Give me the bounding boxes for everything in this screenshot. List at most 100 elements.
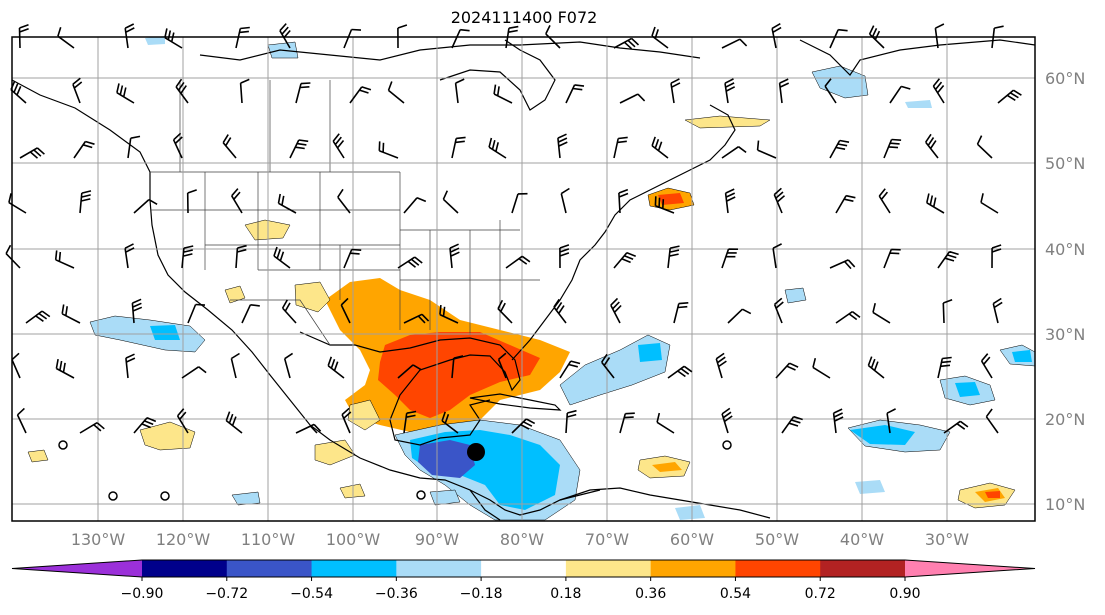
wind-barb bbox=[289, 139, 309, 159]
colorbar-tick-label: −0.90 bbox=[121, 586, 164, 602]
wind-barb bbox=[493, 84, 513, 104]
wind-barb bbox=[442, 190, 459, 214]
wind-barb bbox=[553, 298, 567, 324]
wind-barb bbox=[613, 136, 628, 159]
lon-label: 70°W bbox=[585, 530, 629, 549]
colorbar-segment bbox=[820, 560, 906, 577]
wind-barb bbox=[439, 305, 459, 324]
wind-barb bbox=[181, 366, 207, 379]
wind-barb bbox=[937, 250, 959, 269]
wind-barb bbox=[337, 188, 351, 214]
wind-barb bbox=[16, 407, 27, 434]
wind-barb bbox=[281, 299, 297, 324]
lon-label: 50°W bbox=[755, 530, 799, 549]
lon-label: 90°W bbox=[415, 530, 459, 549]
wind-barb bbox=[505, 25, 519, 49]
wind-barb bbox=[835, 310, 861, 324]
wind-barb bbox=[937, 356, 952, 379]
wind-barb bbox=[125, 353, 136, 379]
field-yellow-2 bbox=[347, 399, 381, 431]
field-darkblue-core bbox=[418, 440, 475, 478]
wind-barb bbox=[176, 408, 189, 434]
wind-barb bbox=[715, 352, 727, 379]
wind-barb bbox=[54, 250, 75, 269]
state-borders bbox=[12, 77, 540, 346]
lat-label: 30°N bbox=[1045, 325, 1085, 344]
field-blue-5 bbox=[1012, 350, 1032, 362]
field-yellow-5 bbox=[224, 285, 246, 304]
wind-barb bbox=[124, 23, 135, 49]
wind-barb bbox=[505, 255, 531, 269]
colorbar-tick-label: 0.90 bbox=[889, 586, 920, 602]
wind-barb bbox=[273, 246, 291, 269]
coast-atlantic bbox=[511, 104, 736, 361]
wind-barb bbox=[773, 297, 784, 324]
wind-barb bbox=[61, 304, 81, 324]
wind-barb bbox=[239, 78, 250, 104]
colorbar-segment bbox=[650, 560, 736, 577]
field-blue-6 bbox=[150, 325, 180, 340]
wind-barb bbox=[724, 188, 736, 214]
lon-label: 120°W bbox=[156, 530, 211, 549]
wind-barb bbox=[778, 78, 790, 104]
wind-barb bbox=[992, 297, 1003, 324]
colorbar-tick-label: 0.36 bbox=[635, 586, 666, 602]
lat-label: 40°N bbox=[1045, 240, 1085, 259]
wind-barb bbox=[133, 198, 158, 214]
wind-barb bbox=[497, 299, 513, 324]
field-lightblue-11 bbox=[429, 489, 461, 506]
calm-markers bbox=[58, 440, 732, 501]
wind-barb bbox=[942, 298, 953, 324]
wind-barb bbox=[773, 187, 786, 214]
wind-barb bbox=[231, 188, 243, 214]
wind-barb bbox=[332, 133, 345, 159]
wind-barb bbox=[991, 244, 1002, 269]
wind-barb bbox=[565, 84, 585, 104]
wind-barb bbox=[488, 137, 507, 159]
wind-barb bbox=[403, 410, 417, 434]
wind-barb bbox=[925, 133, 939, 159]
wind-barb bbox=[18, 24, 29, 49]
lon-label: 60°W bbox=[670, 530, 714, 549]
wind-barb bbox=[10, 80, 27, 104]
coast-gulf bbox=[299, 331, 521, 446]
field-blue-2 bbox=[850, 425, 915, 445]
wind-barb bbox=[451, 28, 470, 49]
wind-barb bbox=[340, 297, 351, 324]
field-lightblue-10 bbox=[231, 491, 261, 506]
wind-barb bbox=[397, 364, 422, 379]
colorbar-tick-label: −0.72 bbox=[205, 586, 248, 602]
wind-barb bbox=[721, 407, 733, 434]
wind-barb bbox=[724, 78, 736, 104]
lat-label: 20°N bbox=[1045, 410, 1085, 429]
wind-barb bbox=[651, 136, 669, 159]
lon-label: 110°W bbox=[241, 530, 296, 549]
wind-barb bbox=[667, 365, 693, 379]
lat-labels: 60°N 50°N 40°N 30°N 20°N 10°N bbox=[1045, 69, 1085, 514]
wind-barb bbox=[654, 196, 675, 214]
colorbar-tick-label: 0.72 bbox=[805, 586, 836, 602]
wind-barb bbox=[721, 248, 739, 269]
coast-greenland bbox=[799, 39, 1036, 76]
wind-barb bbox=[449, 243, 460, 269]
wind-barb bbox=[277, 193, 297, 214]
wind-barbs bbox=[5, 23, 1022, 434]
wind-barb bbox=[378, 141, 399, 159]
colorbar-segment bbox=[735, 560, 821, 577]
lon-labels: 130°W 120°W 110°W 100°W 90°W 80°W 70°W 6… bbox=[71, 530, 969, 549]
colorbar-extension-high bbox=[905, 560, 1035, 577]
wind-barb bbox=[279, 23, 291, 49]
wind-barb bbox=[124, 243, 135, 269]
wind-barb bbox=[235, 26, 250, 49]
colorbar-segment bbox=[142, 560, 228, 577]
map-frame bbox=[11, 36, 1036, 522]
field-yellow-10 bbox=[27, 449, 49, 463]
wind-barb bbox=[721, 146, 747, 159]
wind-barb bbox=[613, 37, 640, 50]
wind-barb bbox=[55, 358, 75, 379]
wind-barb bbox=[835, 194, 856, 214]
wind-barb bbox=[883, 138, 902, 159]
wind-barb bbox=[926, 193, 945, 214]
graticule bbox=[12, 37, 1035, 521]
map-title: 2024111400 F072 bbox=[450, 8, 598, 27]
